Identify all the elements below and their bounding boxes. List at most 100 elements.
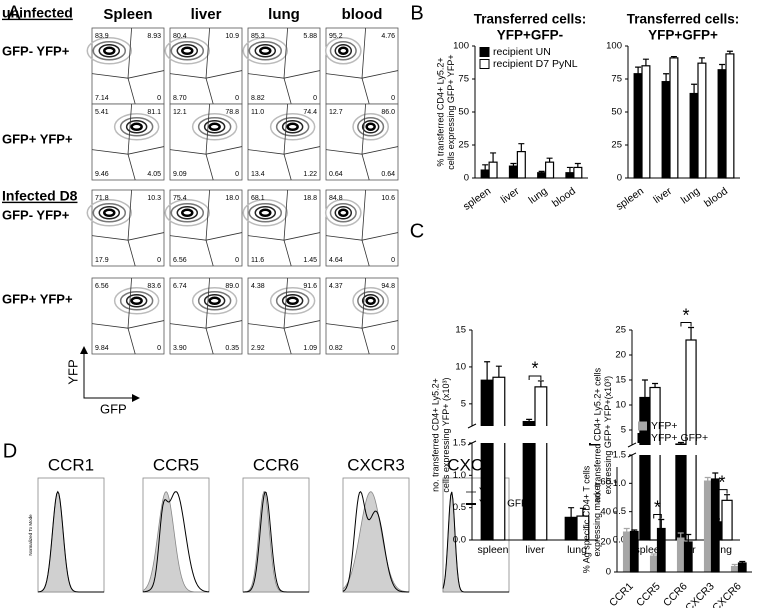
gate-line [283,27,292,105]
y-tick-label: 60 [600,477,611,488]
group-label: Infected D8 [2,188,78,204]
y-tick-label: 15 [455,325,466,336]
error-bar [641,379,648,398]
quadrant-value: 18.8 [303,195,317,202]
gate-line [205,27,214,105]
contour [125,120,148,134]
y-tick-label: 100 [453,41,469,52]
arrow-head [80,346,88,354]
error-bar [635,66,642,74]
quadrant-value: 6.74 [173,283,187,290]
histogram-fill [142,491,209,593]
contour [113,113,160,141]
contour [92,41,127,61]
quadrant-value: 0 [157,257,161,264]
contour [324,37,362,65]
contour [259,46,272,56]
contour [338,208,349,218]
error-bar [642,58,649,66]
bar [480,379,494,541]
x-tick-label: liver [499,185,522,206]
contour [86,37,133,65]
axis-break-gap [633,445,741,455]
bar [633,73,643,179]
contour [86,199,133,227]
quadrant-value: 4.38 [251,283,265,290]
contour [254,206,277,220]
contour [357,117,385,137]
y-tick-label: 5 [461,398,466,409]
significance-bracket [680,322,692,327]
contour [275,117,310,137]
error-bar [731,563,738,566]
quadrant-value: 11.0 [251,109,264,116]
quadrant-value: 0 [235,95,239,102]
contour [254,44,277,58]
bar [573,166,583,179]
bar [717,69,727,179]
error-bar [663,73,670,82]
error-bar [537,380,544,387]
quadrant-value: 9.84 [95,345,109,352]
quadrant-value: 4.76 [381,33,395,40]
y-tick-label: 1.5 [613,450,626,461]
legend-label: recipient D7 PyNL [493,58,578,70]
gate-line [361,189,370,267]
quadrant-value: 85.3 [251,33,265,40]
contour [197,291,232,311]
contour [113,287,160,315]
contour [324,199,362,227]
significance-mark: * [682,305,689,325]
significance-mark: * [531,359,538,379]
histogram-line [243,491,309,593]
legend-swatch [479,47,490,57]
axis-break [467,440,477,446]
chart-title: Transferred cells: [627,12,740,27]
error-bar [719,63,726,70]
quadrant-value: 6.56 [173,257,187,264]
bar [534,386,548,541]
bar [641,65,651,179]
bar [516,151,526,179]
contour [334,206,353,220]
y-tick-label: 75 [458,74,469,85]
gate-line [283,277,292,355]
y-tick-label: 25 [458,140,469,151]
bar [697,62,707,179]
contour [130,296,143,306]
quadrant-value: 9.46 [95,171,109,178]
plot-frame [247,189,321,267]
error-bar [574,162,581,168]
contour [191,113,238,141]
chart-title: YFP+GFP- [497,28,563,43]
plot-frame [91,189,165,267]
legend-label: YFP+ GFP+ [479,499,534,510]
error-bar [568,507,575,518]
bar [629,530,639,573]
quadrant-value: 4.37 [329,283,343,290]
histogram-title: CCR1 [48,455,94,474]
x-tick-label: spleen [478,544,509,556]
quadrant-value: 5.88 [303,33,317,40]
bar [661,81,671,179]
error-bar [495,365,502,378]
error-bar [546,157,553,163]
contour [98,206,121,220]
quadrant-value: 91.6 [303,283,317,290]
quadrant-value: 10.6 [381,195,395,202]
quadrant-value: 86.0 [381,109,395,116]
x-tick-label: CXCR6 [710,580,744,608]
quadrant-value: 10.9 [225,33,239,40]
quadrant-value: 89.0 [225,283,239,290]
y-axis-label: % Ag specific CD4+ T cells [581,465,591,573]
quadrant-value: 0 [391,345,395,352]
quadrant-value: 74.4 [303,109,317,116]
y-tick-label: 0 [606,567,611,578]
error-bar [739,560,746,563]
contour [130,122,143,132]
contour [103,208,116,218]
y-axis-label: no. transferred CD4+ Ly5.2+ [430,378,440,492]
axis-break-gap [473,426,599,443]
panel-label: C [410,220,424,242]
histogram-line [142,491,210,593]
